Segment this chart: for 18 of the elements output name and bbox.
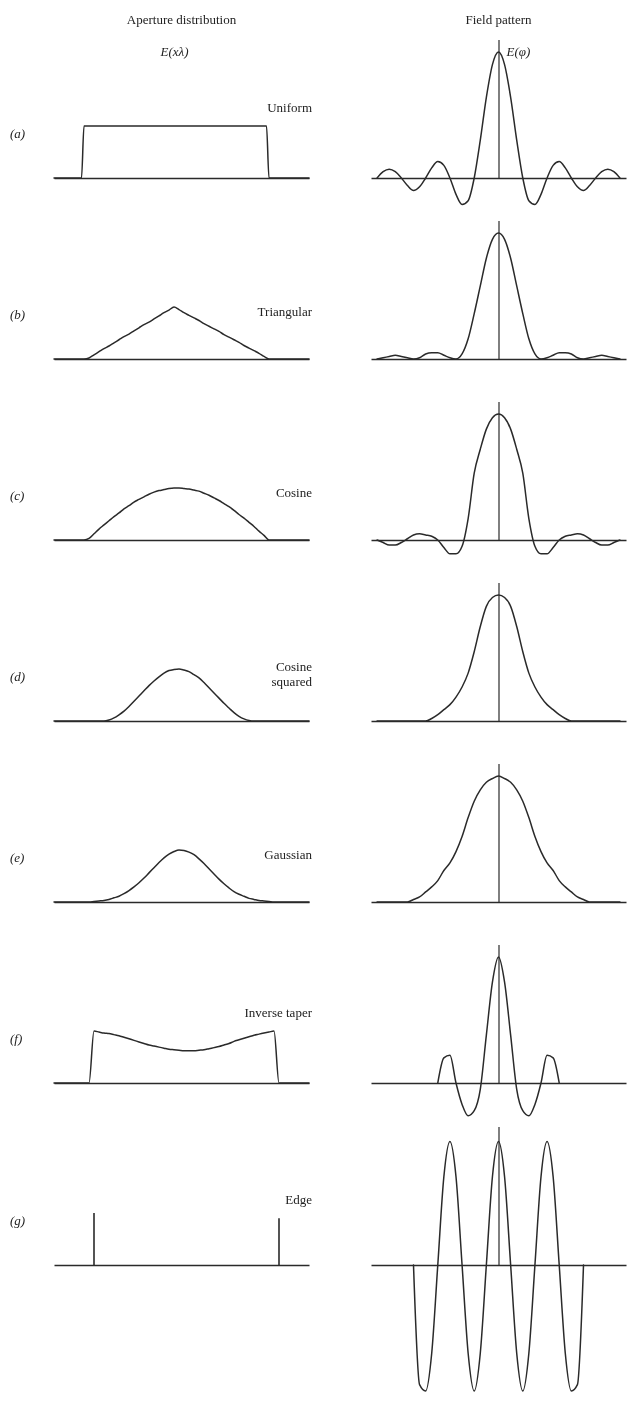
annotation: Cosine	[275, 485, 313, 501]
chart-title: Field pattern	[465, 12, 533, 27]
chart-title: Aperture distribution	[126, 12, 237, 27]
text: (b)	[10, 306, 26, 322]
annotation: Gaussian	[264, 847, 313, 863]
annotation: Cosine squared	[271, 658, 313, 689]
annotation: Triangular	[257, 304, 313, 320]
text: (g)	[10, 1212, 26, 1228]
text: (d)	[10, 668, 26, 684]
text: (e)	[10, 849, 25, 865]
text: Edge	[285, 1192, 313, 1207]
text: (f)	[10, 1030, 23, 1046]
text: Inverse taper	[244, 1004, 313, 1020]
text: (c)	[10, 487, 25, 503]
y-axis-title: E(xλ)	[159, 43, 189, 59]
text: (a)	[10, 125, 26, 141]
y-axis-title: E(φ)	[505, 43, 531, 59]
text: Uniform	[267, 99, 312, 115]
